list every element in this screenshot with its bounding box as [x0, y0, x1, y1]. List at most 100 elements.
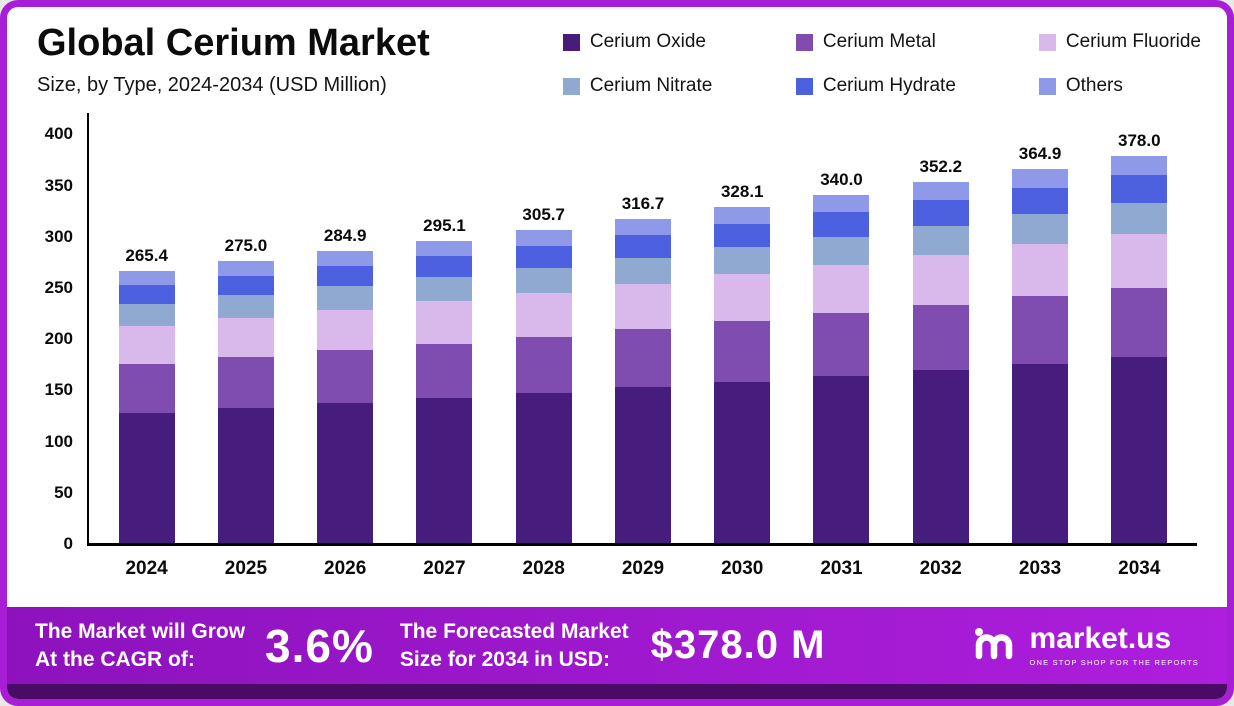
- title-block: Global Cerium Market Size, by Type, 2024…: [37, 22, 430, 97]
- bar-segment-cerium-metal: [614, 329, 671, 388]
- bar-segment-cerium-fluoride: [515, 292, 572, 337]
- bar-stack: [317, 251, 374, 543]
- bar-segment-cerium-fluoride: [813, 264, 870, 314]
- bar-segment-cerium-nitrate: [515, 267, 572, 293]
- legend-swatch-cerium-oxide: [562, 33, 580, 51]
- bar-segment-others: [614, 218, 671, 236]
- bar-segment-cerium-hydrate: [614, 235, 671, 258]
- bar-segment-others: [813, 194, 870, 213]
- forecast-value: $378.0 M: [650, 623, 826, 668]
- bar-segment-cerium-hydrate: [1111, 175, 1168, 203]
- bar-column-2028: 305.7: [494, 113, 593, 543]
- bar-segment-others: [416, 240, 473, 257]
- bar-segment-cerium-oxide: [912, 369, 969, 543]
- legend-item-cerium-oxide: Cerium Oxide: [562, 31, 778, 53]
- legend-item-cerium-hydrate: Cerium Hydrate: [795, 75, 1021, 97]
- legend-label: Cerium Oxide: [589, 31, 706, 52]
- bar-total-label: 352.2: [919, 157, 963, 177]
- bar-segment-cerium-nitrate: [1111, 202, 1168, 234]
- bar-segment-cerium-oxide: [515, 392, 572, 543]
- bar-segment-cerium-fluoride: [1111, 233, 1168, 288]
- bar-segment-cerium-hydrate: [317, 265, 374, 287]
- bar-segment-cerium-hydrate: [515, 245, 572, 268]
- bar-stack: [118, 271, 175, 543]
- forecast-label-line1: The Forecasted Market: [399, 620, 629, 644]
- y-tick-label: 250: [44, 278, 73, 298]
- footer-strip: [7, 684, 1227, 699]
- bar-total-label: 275.0: [224, 236, 268, 256]
- bar-segment-cerium-fluoride: [317, 309, 374, 351]
- bar-segment-cerium-metal: [714, 321, 771, 382]
- plot-row: 0 50 100 150 200 250 300 350 400 265.4 275.0 284.9…: [23, 113, 1197, 553]
- y-axis: 0 50 100 150 200 250 300 350 400: [23, 113, 87, 553]
- bar-segment-cerium-hydrate: [1012, 188, 1069, 215]
- bar-column-2027: 295.1: [395, 113, 494, 543]
- cagr-label-line1: The Market will Grow: [35, 620, 246, 644]
- x-tick-label: 2032: [919, 558, 962, 579]
- y-tick-label: 0: [63, 534, 73, 553]
- bar-column-2025: 275.0: [196, 113, 295, 543]
- x-tick-label: 2033: [1018, 558, 1062, 579]
- bar-segment-cerium-fluoride: [1012, 244, 1069, 297]
- bar-stack: [813, 194, 870, 543]
- x-tick-label: 2025: [224, 558, 268, 579]
- plot-area: 265.4 275.0 284.9 295.1 305.7 316.7 328.1 340.0…: [87, 113, 1197, 546]
- bar-total-label: 265.4: [125, 246, 168, 266]
- legend-item-cerium-nitrate: Cerium Nitrate: [562, 75, 778, 97]
- legend-item-cerium-metal: Cerium Metal: [795, 31, 1021, 53]
- bar-segment-cerium-hydrate: [714, 223, 771, 248]
- bar-segment-others: [714, 207, 771, 224]
- legend-swatch-cerium-nitrate: [562, 77, 580, 95]
- bar-total-label: 305.7: [522, 205, 565, 225]
- bar-column-2032: 352.2: [891, 113, 990, 543]
- x-tick-label: 2024: [125, 558, 168, 579]
- cagr-value: 3.6%: [265, 619, 374, 672]
- bar-segment-cerium-fluoride: [118, 325, 175, 364]
- bar-segment-cerium-metal: [317, 350, 374, 403]
- footer-banner: The Market will Grow At the CAGR of: 3.6…: [7, 607, 1227, 699]
- bar-segment-cerium-metal: [1012, 296, 1069, 364]
- brand-name: market.us: [1029, 622, 1172, 656]
- bar-segment-cerium-oxide: [118, 412, 175, 543]
- bar-segment-cerium-fluoride: [912, 254, 969, 305]
- bar-segment-cerium-metal: [118, 363, 175, 413]
- bar-column-2030: 328.1: [693, 113, 792, 543]
- legend: Cerium Oxide Cerium Metal Cerium Fluoride C…: [562, 23, 1201, 97]
- y-tick-label: 200: [44, 329, 73, 349]
- bar-segment-cerium-nitrate: [217, 295, 274, 318]
- bar-segment-cerium-nitrate: [614, 257, 671, 284]
- bar-segment-others: [912, 182, 969, 201]
- bar-segment-cerium-oxide: [714, 381, 771, 543]
- bar-segment-cerium-metal: [813, 313, 870, 376]
- bar-segment-cerium-oxide: [416, 398, 473, 543]
- bar-segment-cerium-fluoride: [714, 274, 771, 322]
- brand: market.us ONE STOP SHOP FOR THE REPORTS: [971, 623, 1199, 669]
- legend-swatch-cerium-fluoride: [1038, 33, 1056, 51]
- legend-label: Cerium Hydrate: [822, 75, 956, 96]
- bar-total-label: 295.1: [423, 215, 466, 235]
- bar-segment-cerium-nitrate: [714, 247, 771, 275]
- bar-segment-cerium-nitrate: [317, 286, 374, 310]
- legend-item-others: Others: [1038, 75, 1201, 97]
- bar-total-label: 340.0: [820, 169, 863, 189]
- bar-segment-cerium-hydrate: [118, 284, 175, 304]
- bar-total-label: 378.0: [1118, 131, 1161, 151]
- bar-segment-cerium-oxide: [813, 375, 870, 543]
- y-tick-label: 400: [44, 124, 73, 144]
- bar-stack: [1111, 156, 1168, 543]
- cagr-label: The Market will Grow At the CAGR of:: [35, 618, 245, 673]
- bar-segment-cerium-metal: [217, 357, 274, 408]
- bar-total-label: 364.9: [1018, 144, 1062, 164]
- bar-segment-cerium-fluoride: [416, 301, 473, 344]
- bar-stack: [515, 230, 572, 543]
- bar-stack: [1012, 169, 1069, 543]
- bar-segment-others: [118, 271, 175, 285]
- bar-segment-cerium-nitrate: [416, 277, 473, 302]
- bar-segment-cerium-metal: [912, 304, 969, 370]
- bar-segment-cerium-metal: [1111, 287, 1168, 358]
- x-axis: 2024 2025 2026 2027 2028 2029 2030 2031 2032 2033…: [89, 558, 1197, 580]
- bar-column-2031: 340.0: [792, 113, 891, 543]
- bar-column-2034: 378.0: [1090, 113, 1189, 543]
- brand-tagline: ONE STOP SHOP FOR THE REPORTS: [1029, 658, 1199, 668]
